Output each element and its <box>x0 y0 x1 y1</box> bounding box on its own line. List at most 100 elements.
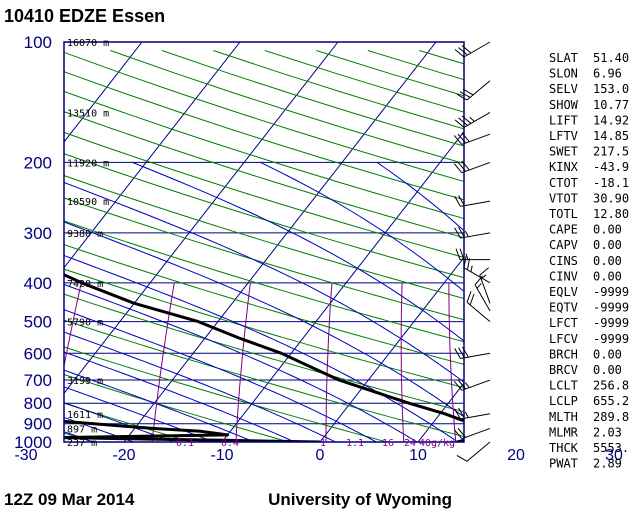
sounding-profiles <box>64 273 464 442</box>
pressure-tick-label: 100 <box>24 33 52 52</box>
dry-adiabat <box>64 346 389 442</box>
index-value: 217.5 <box>593 145 629 159</box>
wind-barb-half-flag <box>469 116 475 122</box>
wind-barb <box>454 226 491 239</box>
wind-barb-flag <box>458 226 465 238</box>
dry-adiabat <box>64 374 291 442</box>
wind-barb <box>456 441 491 462</box>
mixing-ratio-label: 24 <box>404 438 416 449</box>
index-value: -43.9 <box>593 160 629 174</box>
height-label: 11920 m <box>67 158 109 169</box>
wind-barb-staff <box>460 413 491 420</box>
moist-adiabat <box>64 416 135 442</box>
wind-barb-staff <box>466 80 491 101</box>
dry-adiabat <box>64 131 464 258</box>
index-key: LCLP <box>549 394 578 408</box>
wind-barb-flag <box>454 119 465 128</box>
mixing-ratio-line <box>151 282 175 442</box>
temperature-tick-label: -10 <box>210 447 233 464</box>
height-label: 7420 m <box>67 279 103 290</box>
pressure-tick-label: 200 <box>24 153 52 172</box>
height-labels: 16070 m 13510 m 11920 m 10590 m 9380 m 7420 m… <box>67 38 109 449</box>
wind-barb-flag <box>454 49 465 58</box>
wind-barb-flag <box>458 195 465 206</box>
wind-barb-staff <box>463 112 491 128</box>
index-value: 0.00 <box>593 223 622 237</box>
wind-barb-half-flag <box>476 283 482 289</box>
dry-adiabat <box>64 293 464 413</box>
wind-barb-half-flag <box>464 411 469 418</box>
chart-title: 10410 EDZE Essen <box>4 6 165 26</box>
dry-adiabat <box>64 319 464 438</box>
index-value: 655.2 <box>593 394 629 408</box>
index-value: 10.77 <box>593 98 629 112</box>
wind-barb-staff <box>460 352 491 359</box>
pressure-tick-label: 1000 <box>14 433 52 452</box>
wind-barb-flag <box>456 93 468 101</box>
wind-barb-flag <box>455 248 461 260</box>
mixing-ratio-label: 0.4 <box>221 438 239 449</box>
pressure-tick-label: 900 <box>24 415 52 434</box>
mixing-ratio-line <box>448 282 457 442</box>
index-key: LCLT <box>549 379 578 393</box>
dry-adiabat <box>64 111 464 239</box>
index-key: BRCV <box>549 363 578 377</box>
pressure-tick-label: 300 <box>24 224 52 243</box>
index-value: 12.80 <box>593 207 629 221</box>
height-label: 9380 m <box>67 229 103 240</box>
wind-barb-flag <box>453 381 463 391</box>
isotherm-line <box>123 42 437 442</box>
wind-barb <box>454 346 491 359</box>
index-key: PWAT <box>549 457 578 471</box>
index-value: 30.90 <box>593 191 629 205</box>
wind-barb-flag <box>454 195 461 207</box>
index-value: 0.00 <box>593 347 622 361</box>
wind-barb-flag <box>457 162 466 172</box>
wind-barb <box>463 256 491 284</box>
wind-barb-flag <box>461 115 472 124</box>
height-label: 13510 m <box>67 108 109 119</box>
temperature-tick-label: -30 <box>14 447 37 464</box>
wind-barb-flag <box>459 91 471 98</box>
index-value: -9999 <box>593 301 629 315</box>
index-key: CAPE <box>549 223 578 237</box>
wind-barb-flag <box>454 227 461 239</box>
mixing-ratio-line <box>400 282 405 442</box>
index-value: 2.03 <box>593 425 622 439</box>
index-key: CINV <box>549 269 578 283</box>
pressure-tick-label: 800 <box>24 394 52 413</box>
index-key: SWET <box>549 145 578 159</box>
index-key: CINS <box>549 254 578 268</box>
wind-barb-staff <box>461 133 491 145</box>
wind-barb <box>454 407 491 420</box>
dewpoint-profile-line <box>64 419 321 442</box>
dry-adiabat <box>64 153 464 279</box>
wind-barb <box>466 291 491 322</box>
wind-barb <box>454 41 491 58</box>
height-label: 1611 m <box>67 410 103 421</box>
wind-barbs <box>453 41 491 462</box>
wind-barb-flag <box>458 117 468 126</box>
dry-adiabat <box>64 90 464 219</box>
mixing-ratio-label: 0.1 <box>176 438 194 449</box>
index-value: 0.00 <box>593 269 622 283</box>
index-key: VTOT <box>549 191 578 205</box>
footer-date: 12Z 09 Mar 2014 <box>4 490 135 509</box>
height-label: 10590 m <box>67 197 109 208</box>
index-key: CTOT <box>549 176 578 190</box>
wind-barb-staff <box>460 232 491 239</box>
index-key: EQTV <box>549 301 578 315</box>
height-label: 897 m <box>67 424 97 435</box>
index-key: BRCH <box>549 347 578 361</box>
wind-barb-staff <box>463 41 491 58</box>
pressure-tick-label: 700 <box>24 371 52 390</box>
index-value: -9999 <box>593 316 629 330</box>
wind-barb <box>455 248 490 261</box>
wind-barb <box>453 132 491 145</box>
isotherm-line <box>319 256 464 442</box>
index-key: SELV <box>549 82 578 96</box>
pressure-tick-label: 400 <box>24 274 52 293</box>
wind-barb-flag <box>461 45 472 54</box>
